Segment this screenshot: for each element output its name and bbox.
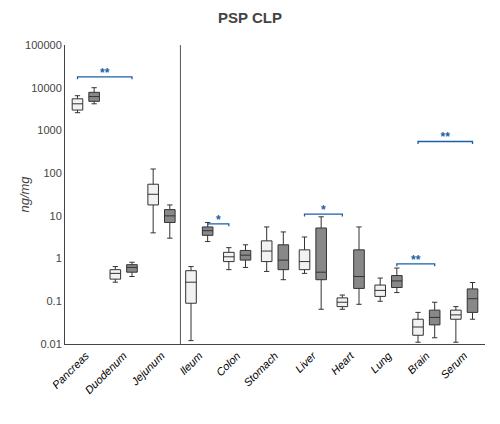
svg-text:Ileum: Ileum xyxy=(177,350,205,378)
svg-text:Heart: Heart xyxy=(328,349,356,377)
svg-text:Lung: Lung xyxy=(368,349,394,375)
svg-text:Stomach: Stomach xyxy=(241,350,280,389)
svg-text:Jejunum: Jejunum xyxy=(128,350,167,389)
svg-text:100: 100 xyxy=(43,167,61,179)
svg-text:0.1: 0.1 xyxy=(47,295,62,307)
svg-text:PSP CLP: PSP CLP xyxy=(218,9,282,26)
svg-text:**: ** xyxy=(100,66,110,80)
svg-text:*: * xyxy=(216,213,221,227)
svg-text:**: ** xyxy=(411,253,421,267)
svg-text:0.01: 0.01 xyxy=(40,338,61,350)
svg-text:1: 1 xyxy=(56,252,62,264)
svg-text:ng/mg: ng/mg xyxy=(17,176,32,213)
svg-text:**: ** xyxy=(441,130,451,144)
svg-text:*: * xyxy=(321,203,326,217)
svg-text:1000: 1000 xyxy=(37,124,61,136)
svg-text:Pancreas: Pancreas xyxy=(50,349,92,391)
svg-text:10: 10 xyxy=(50,210,62,222)
svg-text:100000: 100000 xyxy=(25,39,62,51)
svg-text:Liver: Liver xyxy=(293,349,319,375)
svg-text:Brain: Brain xyxy=(405,350,432,377)
svg-text:Colon: Colon xyxy=(214,350,243,379)
svg-text:Duodenum: Duodenum xyxy=(82,350,129,397)
svg-text:10000: 10000 xyxy=(31,82,62,94)
svg-text:Serum: Serum xyxy=(438,350,469,381)
